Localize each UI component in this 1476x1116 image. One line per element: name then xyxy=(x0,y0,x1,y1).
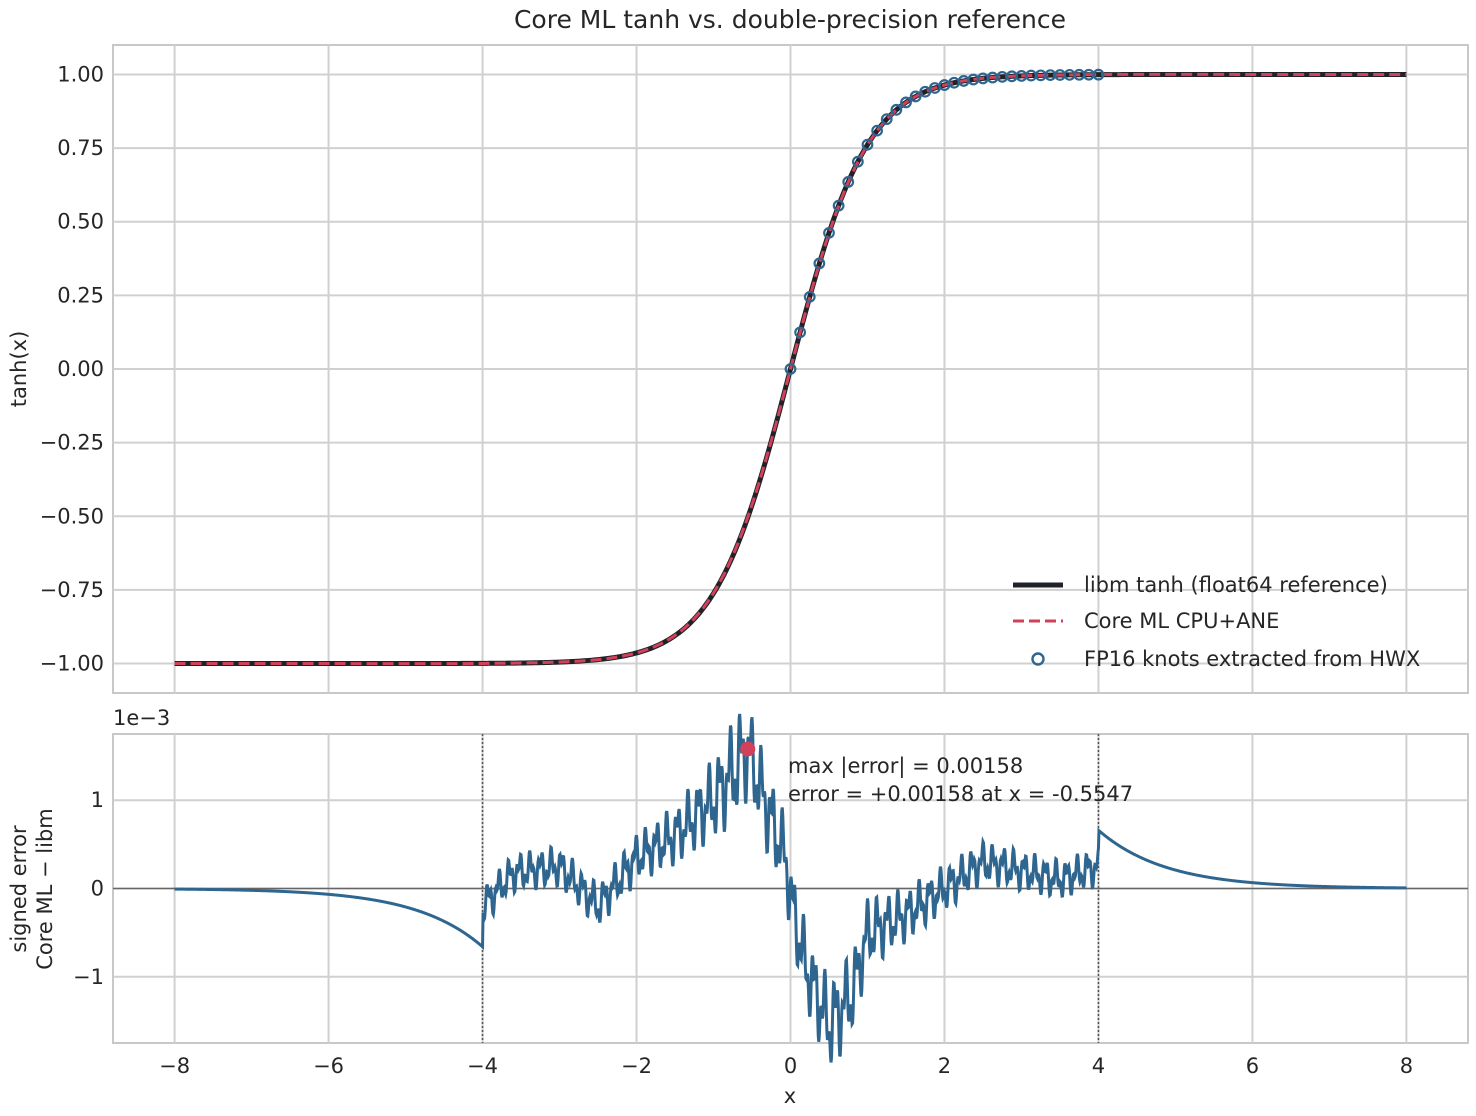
bottom-offset-label: 1e−3 xyxy=(113,706,170,730)
x-tick-label: 8 xyxy=(1400,1054,1413,1078)
coreml-line xyxy=(174,72,1407,666)
bottom-x-ticks: −8 −6 −4 −2 0 2 4 6 8 xyxy=(159,1054,1413,1078)
fp16-knot-point xyxy=(1092,68,1105,81)
y-tick-label: −0.50 xyxy=(40,504,104,528)
x-tick-label: 2 xyxy=(938,1054,951,1078)
top-series xyxy=(174,68,1407,667)
fp16-knot-point xyxy=(871,124,884,137)
x-tick-label: −4 xyxy=(467,1054,498,1078)
y-tick-label: 1 xyxy=(91,788,104,812)
x-tick-label: −6 xyxy=(313,1054,344,1078)
bottom-xlabel: x xyxy=(784,1084,796,1108)
y-tick-label: −1.00 xyxy=(40,652,104,676)
legend-label-knots: FP16 knots extracted from HWX xyxy=(1084,647,1420,671)
fp16-knot-point xyxy=(909,90,922,103)
fp16-knot-point xyxy=(851,155,864,168)
x-tick-label: −8 xyxy=(159,1054,190,1078)
max-error-marker xyxy=(740,741,756,757)
top-ylabel: tanh(x) xyxy=(7,331,31,408)
fp16-knot-point xyxy=(861,138,874,151)
y-tick-label: 0.25 xyxy=(57,283,104,307)
x-tick-label: −2 xyxy=(621,1054,652,1078)
bottom-ylabel-line-1: signed error xyxy=(7,825,31,953)
fp16-knot-point xyxy=(880,113,893,126)
y-tick-label: −0.25 xyxy=(40,431,104,455)
annotation-line-1: max |error| = 0.00158 xyxy=(788,754,1023,779)
y-tick-label: −1 xyxy=(73,965,104,989)
fp16-knot-point xyxy=(919,85,932,98)
x-tick-label: 6 xyxy=(1246,1054,1259,1078)
legend: libm tanh (float64 reference) Core ML CP… xyxy=(1013,573,1420,671)
legend-label-libm: libm tanh (float64 reference) xyxy=(1084,573,1388,597)
bottom-ylabel-line-2: Core ML − libm xyxy=(33,808,57,970)
x-tick-label: 0 xyxy=(784,1054,797,1078)
fp16-knot-point xyxy=(813,257,826,270)
chart-title: Core ML tanh vs. double-precision refere… xyxy=(514,5,1066,34)
legend-label-coreml: Core ML CPU+ANE xyxy=(1084,609,1279,633)
fp16-knot-point xyxy=(900,96,912,109)
signed-error-line xyxy=(174,713,1407,1063)
annotation-line-2: error = +0.00158 at x = -0.5547 xyxy=(788,782,1133,806)
y-tick-label: 0.00 xyxy=(57,357,104,381)
y-tick-label: 0.50 xyxy=(57,210,104,234)
y-tick-label: 1.00 xyxy=(57,62,104,86)
bottom-y-ticks: 1 0 −1 xyxy=(73,788,104,989)
fp16-knot-point xyxy=(794,326,807,339)
legend-swatch-knots xyxy=(1031,652,1045,666)
top-axes: 1.00 0.75 0.50 0.25 0.00 −0.25 −0.50 −0.75 −1.00… xyxy=(7,44,1469,694)
bottom-axes: 1 0 −1 −8 −6 −4 −2 0 2 4 6 8 1e−3 signed error Cor… xyxy=(7,706,1469,1108)
bottom-series xyxy=(113,713,1468,1063)
y-tick-label: 0 xyxy=(91,877,104,901)
fp16-knot-point xyxy=(823,226,835,239)
y-tick-label: −0.75 xyxy=(40,578,104,602)
y-tick-label: 0.75 xyxy=(57,136,104,160)
top-y-ticks: 1.00 0.75 0.50 0.25 0.00 −0.25 −0.50 −0.75 −1.00 xyxy=(40,62,104,675)
fp16-knot-point xyxy=(842,176,855,188)
fp16-knot-point xyxy=(890,103,903,116)
fp16-knot-point xyxy=(784,363,797,375)
x-tick-label: 4 xyxy=(1092,1054,1105,1078)
fp16-knot-point xyxy=(832,199,845,212)
fp16-knot-point xyxy=(803,290,816,303)
